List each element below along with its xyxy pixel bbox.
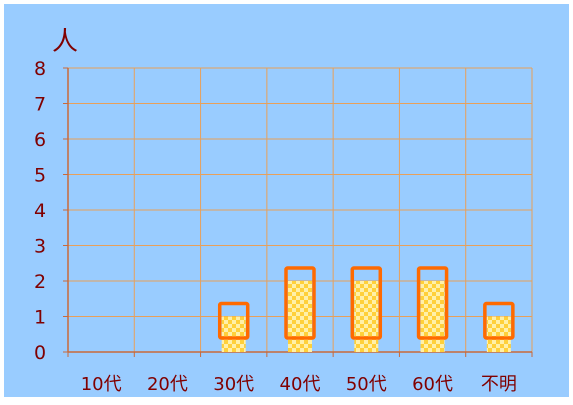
bar-outline [350,266,383,340]
labels: 0 1 2 3 4 5 6 7 8 10代 20代 30代 40代 50代 60代 不明 [34,58,517,395]
bar-outline [483,301,515,340]
y-tick-label: 7 [34,94,46,116]
x-tick-label: 10代 [81,374,122,395]
x-tick-label: 50代 [346,374,387,395]
y-tick-label: 1 [34,307,46,329]
y-tick-label: 6 [34,129,46,151]
y-axis-title: 人 [52,27,78,57]
y-tick-label: 3 [34,236,46,258]
x-tick-label: 不明 [481,374,517,395]
bar-outline [416,266,449,340]
bar [284,266,316,352]
x-tick-label: 40代 [280,374,321,395]
y-tick-label: 4 [34,200,46,222]
bar [416,266,449,352]
bar [350,266,383,352]
bar-fill [221,316,246,352]
bar-outline [284,266,316,340]
y-tick-label: 5 [34,165,46,187]
bar-fill [288,281,312,352]
bar-outline [217,301,250,340]
bar-fill [354,281,379,352]
x-tick-label: 20代 [147,374,188,395]
y-tick-label: 8 [34,58,46,80]
x-tick-label: 30代 [213,374,254,395]
bar [483,301,515,352]
x-tick-label: 60代 [412,374,453,395]
bar-fill [486,316,511,352]
bar [217,301,250,352]
y-tick-label: 2 [34,271,46,293]
bar-fill [420,281,445,352]
bars [217,266,515,352]
y-tick-label: 0 [34,342,46,364]
